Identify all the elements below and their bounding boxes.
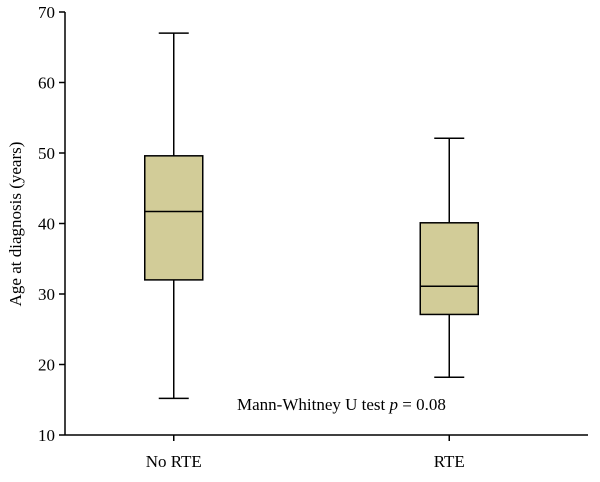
y-tick-label: 60	[38, 74, 55, 93]
annotation-prefix: Mann-Whitney U test	[237, 395, 390, 414]
x-tick-label: RTE	[434, 452, 465, 471]
box-iqr	[419, 222, 479, 316]
y-tick-label: 30	[38, 285, 55, 304]
y-tick-label: 20	[38, 356, 55, 375]
y-tick-label: 50	[38, 144, 55, 163]
plot-area: 10 20 30 40 50 60 70 No RTE RTE	[38, 3, 588, 471]
y-tick-label: 10	[38, 426, 55, 445]
y-tick-label: 40	[38, 215, 55, 234]
x-tick-label: No RTE	[146, 452, 202, 471]
box-iqr	[144, 155, 204, 281]
test-annotation: Mann-Whitney U test p = 0.08	[237, 395, 446, 414]
y-axis-label: Age at diagnosis (years)	[6, 142, 25, 307]
y-tick-label: 70	[38, 3, 55, 22]
annotation-suffix: = 0.08	[398, 395, 446, 414]
annotation-p-symbol: p	[389, 395, 399, 414]
